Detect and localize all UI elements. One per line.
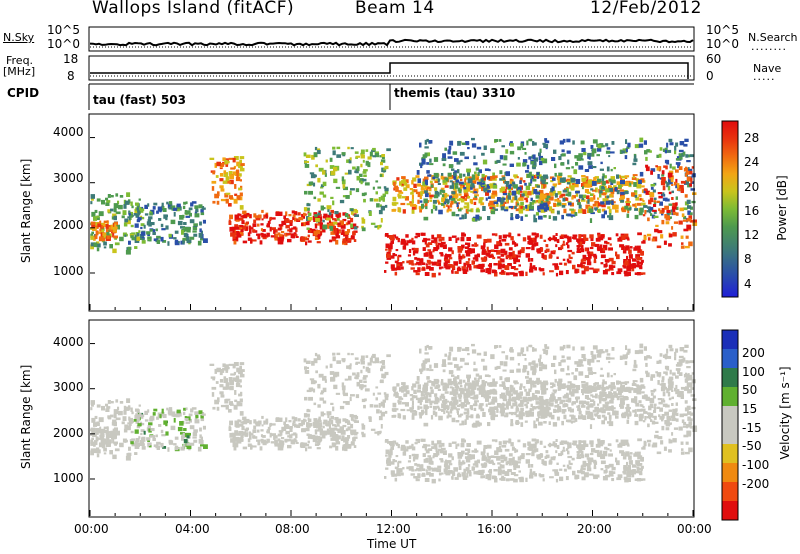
velocity-colorbar-segment xyxy=(722,463,738,482)
velocity-colorbar-segment xyxy=(722,501,738,520)
power-echo-band xyxy=(303,146,391,232)
vel-cbar-tick-100: 100 xyxy=(742,365,765,379)
power-echo-band xyxy=(128,201,208,246)
vel-cbar-tick-200: 200 xyxy=(742,346,765,360)
velocity-echo-band xyxy=(416,343,696,429)
noise-tick-lo-right: 10^0 xyxy=(706,37,739,51)
noise-tick-hi: 10^5 xyxy=(47,23,80,37)
vel-cbar-tick-m200: -200 xyxy=(742,477,770,491)
power-ytick-3000: 3000 xyxy=(53,171,84,185)
freq-unit: [MHz] xyxy=(3,65,36,78)
scheme-1: tau (fast) 503 xyxy=(93,93,186,107)
vel-cbar-tick-m15: -15 xyxy=(742,421,762,435)
power-panel-frame xyxy=(88,113,695,312)
power-ylabel: Slant Range [km] xyxy=(19,158,33,263)
velocity-colorbar xyxy=(721,329,739,521)
power-cbar-tick-4: 4 xyxy=(744,277,752,291)
velocity-echo-band xyxy=(642,370,698,455)
velocity-colorbar-segment xyxy=(722,482,738,501)
freq-tick-hi: 18 xyxy=(63,52,79,66)
power-ytick-2000: 2000 xyxy=(53,218,84,232)
velocity-echo-band xyxy=(90,426,118,448)
power-ytick-1000: 1000 xyxy=(53,264,84,278)
velocity-echo-band xyxy=(209,362,245,416)
power-colorbar xyxy=(721,120,739,298)
power-cbar-tick-24: 24 xyxy=(744,155,760,169)
nave-dots: ····· xyxy=(753,73,776,86)
velocity-colorbar-segment xyxy=(722,406,738,425)
vel-ytick-4000: 4000 xyxy=(53,335,84,349)
velocity-cbar-title: Velocity [m s⁻¹] xyxy=(778,366,792,460)
nave-tick-hi: 60 xyxy=(706,52,722,66)
power-echo-band xyxy=(90,220,118,242)
power-cbar-tick-8: 8 xyxy=(744,252,752,266)
vel-cbar-tick-m50: -50 xyxy=(742,439,762,453)
noise-tick-lo: 10^0 xyxy=(47,37,80,51)
power-echo-band xyxy=(642,164,698,249)
velocity-colorbar-segment xyxy=(722,368,738,387)
vel-ytick-2000: 2000 xyxy=(53,426,84,440)
velocity-colorbar-segment xyxy=(722,425,738,444)
vel-ytick-1000: 1000 xyxy=(53,471,84,485)
beam-title: Beam 14 xyxy=(355,0,435,18)
velocity-echo-layer xyxy=(90,343,698,484)
vel-ytick-3000: 3000 xyxy=(53,380,84,394)
xtick-3: 12:00 xyxy=(376,522,411,536)
vel-cbar-tick-15: 15 xyxy=(742,402,758,416)
noise-sky-line xyxy=(89,38,694,47)
xtick-5: 20:00 xyxy=(577,522,612,536)
power-cbar-tick-28: 28 xyxy=(744,131,760,145)
velocity-colorbar-segment xyxy=(722,330,738,349)
xtick-6: 00:00 xyxy=(677,522,712,536)
nave-label: Nave xyxy=(753,62,782,75)
power-echo-layer xyxy=(90,137,698,278)
freq-label: Freq. xyxy=(6,54,34,67)
power-ytick-4000: 4000 xyxy=(53,125,84,139)
velocity-colorbar-segment xyxy=(722,349,738,368)
freq-line xyxy=(90,62,689,79)
velocity-echo-band xyxy=(384,438,646,484)
xtick-2: 08:00 xyxy=(275,522,310,536)
velocity-echo-band xyxy=(228,415,359,452)
nsearch-dots: ········ xyxy=(751,43,787,56)
nsearch-label: N.Search xyxy=(748,31,798,44)
velocity-echo-band xyxy=(128,407,208,452)
cpid-label: CPID xyxy=(7,86,40,100)
power-cbar-tick-12: 12 xyxy=(744,228,760,242)
noise-tick-hi-right: 10^5 xyxy=(706,23,739,37)
velocity-colorbar-frame xyxy=(721,329,739,521)
power-echo-band xyxy=(384,232,646,278)
velocity-ylabel: Slant Range [km] xyxy=(19,364,33,469)
power-cbar-title: Power [dB] xyxy=(775,175,789,241)
vel-cbar-tick-m100: -100 xyxy=(742,458,770,472)
axis-ticks xyxy=(89,137,694,516)
freq-tick-lo: 8 xyxy=(67,69,75,83)
xtick-1: 04:00 xyxy=(175,522,210,536)
velocity-colorbar-segment xyxy=(722,444,738,463)
xtick-0: 00:00 xyxy=(74,522,109,536)
xlabel: Time UT xyxy=(367,537,417,551)
nsky-label: N.Sky xyxy=(3,31,35,44)
power-cbar-tick-16: 16 xyxy=(744,204,760,218)
power-echo-band xyxy=(209,156,245,210)
power-cbar-tick-20: 20 xyxy=(744,180,760,194)
power-echo-band xyxy=(90,192,145,255)
power-echo-band xyxy=(416,137,696,223)
site-title: Wallops Island (fitACF) xyxy=(92,0,295,18)
nave-tick-lo: 0 xyxy=(706,69,714,83)
scheme-2: themis (tau) 3310 xyxy=(394,86,516,100)
velocity-colorbar-segment xyxy=(722,387,738,406)
vel-cbar-tick-50: 50 xyxy=(742,383,758,397)
velocity-panel-frame xyxy=(88,319,695,518)
velocity-echo-band xyxy=(303,352,391,438)
date-title: 12/Feb/2012 xyxy=(590,0,702,18)
xtick-4: 16:00 xyxy=(477,522,512,536)
